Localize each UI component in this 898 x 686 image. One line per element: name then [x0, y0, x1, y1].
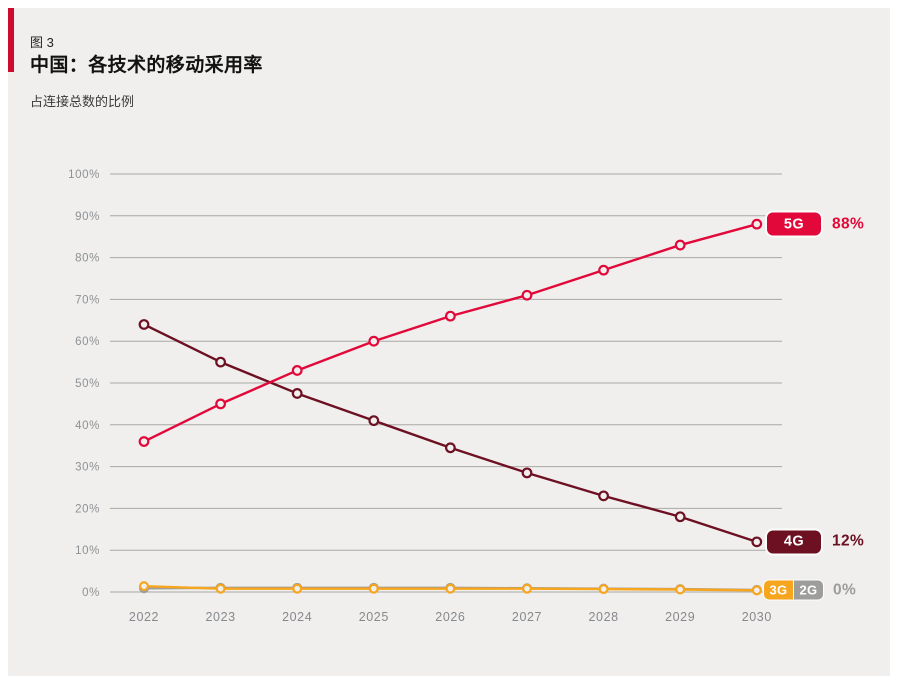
y-axis-tick-label: 0%: [82, 587, 100, 599]
data-point-5G: [521, 289, 533, 301]
series-badge-5g: 5G: [765, 210, 823, 238]
data-point-4G: [138, 319, 150, 330]
y-axis-tick-label: 80%: [75, 253, 100, 265]
y-axis-tick-label: 90%: [75, 211, 100, 223]
y-axis-tick-label: 30%: [75, 462, 100, 474]
data-point-4G: [521, 467, 533, 479]
data-point-5G: [291, 365, 303, 376]
data-point-4G: [445, 442, 456, 454]
annotation-3g-2g: 3G 2G 0%: [763, 579, 857, 601]
figure-title: 中国：各技术的移动采用率: [30, 55, 263, 76]
data-point-5G: [215, 398, 227, 410]
data-point-5G: [598, 264, 609, 276]
data-point-3G: [598, 584, 609, 595]
figure-panel: 图 3 中国：各技术的移动采用率 占连接总数的比例 0% 10% 20% 30% 40%…: [8, 8, 890, 676]
y-axis-tick-label: 70%: [75, 294, 100, 306]
series-end-value-3g: 0%: [833, 581, 857, 599]
series-end-value-4g: 12%: [832, 532, 865, 550]
series-badge-3g: 3G: [764, 580, 793, 600]
x-axis-tick-label: 2030: [742, 610, 772, 624]
series-badge-4g: 4G: [765, 528, 823, 556]
x-axis-tick-label: 2028: [588, 610, 618, 624]
annotation-5g: 5G 88%: [765, 210, 865, 238]
series-badge-2g: 2G: [794, 580, 823, 600]
y-axis-tick-label: 40%: [75, 420, 100, 432]
data-point-4G: [291, 388, 303, 399]
x-axis-tick-label: 2027: [512, 610, 542, 624]
line-chart: 0% 10% 20% 30% 40% 50% 60% 70% 80% 90% 100% 2022 202…: [8, 138, 890, 676]
data-point-4G: [215, 356, 227, 368]
x-axis-tick-label: 2022: [129, 610, 159, 624]
series-line-5G: [142, 222, 758, 443]
figure-number-label: 图 3: [30, 35, 54, 50]
series-line-4G: [142, 323, 758, 544]
y-axis-tick-label: 50%: [75, 378, 100, 390]
accent-bar: [8, 8, 14, 72]
data-point-5G: [674, 239, 686, 251]
data-point-4G: [751, 536, 763, 548]
data-point-3G: [445, 583, 456, 594]
data-point-3G: [521, 583, 532, 594]
y-axis-tick-label: 60%: [75, 336, 100, 348]
data-point-3G: [139, 581, 150, 592]
data-point-3G: [675, 584, 686, 595]
y-axis-tick-label: 20%: [75, 503, 100, 515]
x-axis-tick-label: 2026: [435, 610, 465, 624]
data-point-4G: [598, 490, 609, 502]
data-point-3G: [215, 583, 226, 594]
y-axis-tick-label: 100%: [68, 169, 100, 181]
data-point-5G: [751, 218, 763, 230]
x-axis-tick-label: 2023: [205, 610, 235, 624]
x-axis-tick-label: 2029: [665, 610, 695, 624]
data-point-4G: [368, 415, 380, 427]
chart-canvas: 0% 10% 20% 30% 40% 50% 60% 70% 80% 90% 100% 2022 202…: [68, 169, 782, 624]
y-axis-tick-label: 10%: [75, 545, 100, 557]
data-point-3G: [751, 585, 762, 596]
data-point-5G: [445, 310, 456, 322]
data-point-3G: [292, 583, 303, 594]
figure-subtitle: 占连接总数的比例: [30, 94, 135, 109]
data-point-5G: [368, 335, 380, 347]
series-end-value-5g: 88%: [832, 215, 865, 233]
data-point-3G: [368, 583, 379, 594]
data-point-5G: [138, 436, 150, 447]
series-badge-group: 3G 2G: [763, 579, 824, 601]
data-point-4G: [674, 511, 686, 523]
annotation-4g: 4G 12%: [765, 528, 865, 556]
x-axis-tick-label: 2025: [359, 610, 389, 624]
x-axis-tick-label: 2024: [282, 610, 312, 624]
